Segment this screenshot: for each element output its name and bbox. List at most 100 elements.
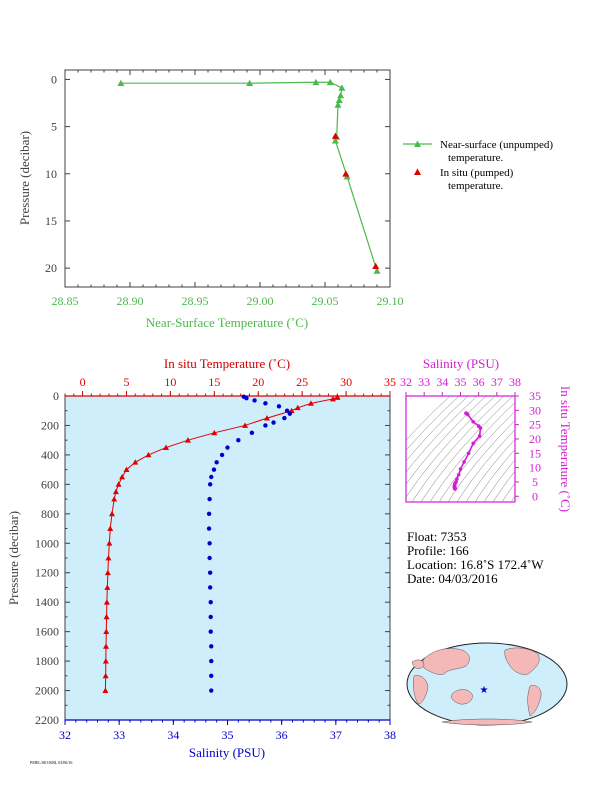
profile-y-tick-label: 200 <box>41 418 59 432</box>
top-y-tick-label: 20 <box>45 261 57 275</box>
salinity-point <box>206 526 212 531</box>
profile-axes: 0200400600800100012001400160018002000220… <box>35 375 396 742</box>
near-surface-point <box>373 267 381 274</box>
salinity-point <box>211 467 217 472</box>
top-x-tick-label: 28.85 <box>52 294 79 308</box>
near-surface-point <box>117 79 125 87</box>
ts-point <box>471 419 476 424</box>
temperature-tick-label: 0 <box>80 375 86 389</box>
asia-landmass <box>422 648 470 675</box>
temperature-point <box>111 496 118 502</box>
temperature-point <box>103 599 110 605</box>
float-info: Float: 7353 Profile: 166 Location: 16.8˚… <box>407 529 544 586</box>
legend-label-near-surface-2: temperature. <box>448 152 504 164</box>
ts-point <box>465 412 470 417</box>
density-contour <box>406 396 469 462</box>
ts-point <box>471 441 476 446</box>
salinity-point <box>207 570 213 575</box>
top-series <box>117 78 381 274</box>
europe-landmass <box>411 659 425 669</box>
temperature-tick-label: 30 <box>340 375 352 389</box>
legend-label-in-situ-2: temperature. <box>448 180 504 192</box>
temperature-point <box>102 658 109 664</box>
top-x-tick-label: 29.05 <box>312 294 339 308</box>
ts-y-tick-label: 15 <box>529 446 541 460</box>
legend-label-in-situ-1: In situ (pumped) <box>440 167 514 179</box>
salinity-point <box>244 396 249 401</box>
salinity-tick-label: 33 <box>113 728 125 742</box>
ts-x-axis-label: Salinity (PSU) <box>423 356 499 371</box>
top-y-tick-label: 15 <box>45 214 57 228</box>
temperature-point <box>106 540 113 546</box>
legend-label-near-surface-1: Near-surface (unpumped) <box>440 139 553 151</box>
ts-point <box>477 434 482 438</box>
salinity-point <box>209 474 214 480</box>
profile-y-tick-label: 0 <box>53 389 59 403</box>
salinity-point <box>214 460 219 465</box>
temperature-tick-label: 20 <box>252 375 264 389</box>
temperature-point <box>132 459 139 465</box>
salinity-point <box>206 511 212 517</box>
top-x-axis-label: Near-Surface Temperature (˚C) <box>146 315 308 330</box>
australia-landmass <box>451 689 473 705</box>
top-axes: 28.85 28.90 28.95 29.00 29.05 29.10 0 5 10 15 20 <box>45 70 404 308</box>
temperature-tick-label: 25 <box>296 375 308 389</box>
profile-y-tick-label: 600 <box>41 477 59 491</box>
temperature-point <box>264 415 271 421</box>
ts-x-tick-label: 34 <box>436 375 448 389</box>
near-surface-point <box>312 78 320 86</box>
temperature-point <box>112 488 119 495</box>
salinity-point <box>284 408 290 413</box>
ts-x-tick-label: 35 <box>455 375 467 389</box>
in-situ-point <box>342 170 350 177</box>
ts-y-tick-label: 20 <box>529 432 541 446</box>
salinity-point <box>207 482 213 487</box>
salinity-point <box>282 415 287 421</box>
salinity-point <box>263 401 268 406</box>
near-surface-chart: 28.85 28.90 28.95 29.00 29.05 29.10 0 5 10 15 20 N… <box>17 69 404 330</box>
salinity-axis-label: Salinity (PSU) <box>189 745 265 760</box>
near-surface-point <box>326 78 334 86</box>
top-y-axis-label: Pressure (decibar) <box>17 131 32 225</box>
temperature-point <box>242 422 249 428</box>
north-america-landmass <box>504 647 540 675</box>
temperature-point <box>329 395 336 402</box>
south-america-landmass <box>527 685 542 717</box>
density-contour <box>465 438 515 502</box>
temperature-point <box>307 400 314 406</box>
legend: Near-surface (unpumped) temperature. In … <box>403 139 553 192</box>
temperature-point <box>119 474 126 480</box>
temperature-point <box>115 481 122 487</box>
temperature-point <box>104 584 111 590</box>
salinity-point <box>208 614 213 620</box>
temperature-point <box>103 613 110 620</box>
salinity-point <box>271 420 276 425</box>
top-y-tick-label: 10 <box>45 167 57 181</box>
density-contour <box>510 495 515 502</box>
ts-y-tick-label: 35 <box>529 389 541 403</box>
top-x-tick-label: 29.00 <box>247 294 274 308</box>
in-situ-point <box>372 262 380 270</box>
profile-y-tick-label: 2000 <box>35 684 59 698</box>
temperature-point <box>102 687 109 693</box>
float-location-marker: ★ <box>480 685 489 696</box>
profile-number: Profile: 166 <box>407 543 469 558</box>
ts-x-tick-label: 37 <box>491 375 503 389</box>
temperature-point <box>294 404 301 411</box>
salinity-point <box>276 404 282 409</box>
ts-y-tick-label: 30 <box>529 403 541 417</box>
ts-x-tick-label: 32 <box>400 375 412 389</box>
temperature-tick-label: 10 <box>164 375 176 389</box>
profile-y-tick-label: 1000 <box>35 536 59 550</box>
ts-y-tick-label: 10 <box>529 461 541 475</box>
profile-y-tick-label: 1600 <box>35 625 59 639</box>
africa-landmass <box>412 675 429 705</box>
profile-chart: 0200400600800100012001400160018002000220… <box>6 356 396 760</box>
legend-marker-near-surface <box>414 140 421 147</box>
salinity-tick-label: 37 <box>330 728 342 742</box>
ts-point <box>456 472 461 477</box>
ts-y-tick-label: 25 <box>529 418 541 432</box>
temperature-point <box>123 466 130 473</box>
temperature-tick-label: 35 <box>384 375 396 389</box>
